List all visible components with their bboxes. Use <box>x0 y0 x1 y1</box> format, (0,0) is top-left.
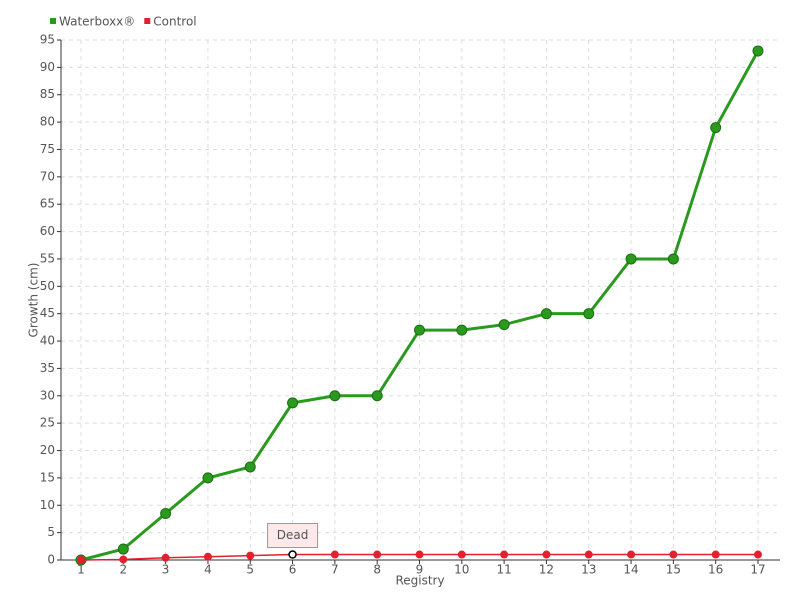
y-axis-label: Growth (cm) <box>27 263 41 338</box>
data-point <box>202 472 214 484</box>
x-tick-label: 15 <box>666 563 681 577</box>
data-point <box>244 461 256 473</box>
x-tick-label: 13 <box>581 563 596 577</box>
y-tick-label: 90 <box>40 60 55 74</box>
data-point <box>161 553 170 562</box>
y-tick-label: 80 <box>40 115 55 129</box>
x-tick-label: 9 <box>416 563 424 577</box>
y-tick-label: 0 <box>47 553 55 567</box>
data-point <box>711 550 720 559</box>
data-point <box>287 397 299 409</box>
data-point <box>246 551 255 560</box>
x-tick-label: 17 <box>750 563 765 577</box>
data-point <box>160 507 172 519</box>
x-tick-label: 1 <box>77 563 85 577</box>
data-point <box>627 550 636 559</box>
y-tick-label: 30 <box>40 388 55 402</box>
y-tick-label: 60 <box>40 224 55 238</box>
x-tick-label: 4 <box>204 563 212 577</box>
y-tick-label: 40 <box>40 334 55 348</box>
y-tick-label: 20 <box>40 443 55 457</box>
data-point <box>540 308 552 320</box>
legend-label: Waterboxx® <box>59 15 135 29</box>
y-tick-label: 10 <box>40 498 55 512</box>
data-point <box>754 550 762 559</box>
data-point <box>752 45 764 57</box>
data-point <box>456 324 468 336</box>
x-tick-label: 11 <box>496 563 511 577</box>
y-tick-label: 55 <box>40 251 55 265</box>
legend-swatch <box>144 18 151 24</box>
x-tick-label: 10 <box>454 563 469 577</box>
data-point <box>77 556 85 564</box>
data-point <box>329 390 341 402</box>
data-point <box>203 552 212 561</box>
y-tick-label: 5 <box>47 525 55 539</box>
y-tick-label: 15 <box>40 470 55 484</box>
y-tick-label: 65 <box>40 197 55 211</box>
y-tick-label: 50 <box>40 279 55 293</box>
data-point <box>373 550 382 559</box>
annotation-box <box>267 523 319 549</box>
y-tick-label: 75 <box>40 142 55 156</box>
data-point <box>669 550 678 559</box>
x-axis-label: Registry <box>395 574 444 588</box>
y-tick-label: 35 <box>40 361 55 375</box>
data-point <box>500 550 509 559</box>
data-point <box>584 550 593 559</box>
legend-label: Control <box>153 15 196 29</box>
y-tick-label: 85 <box>40 87 55 101</box>
x-tick-label: 14 <box>623 563 638 577</box>
annotation-marker <box>288 550 297 559</box>
y-tick-label: 70 <box>40 169 55 183</box>
data-point <box>625 253 637 265</box>
annotation-text: Dead <box>277 528 309 542</box>
data-point <box>117 543 129 555</box>
x-tick-label: 2 <box>119 563 127 577</box>
x-tick-label: 16 <box>708 563 723 577</box>
x-tick-label: 6 <box>289 563 297 577</box>
data-point <box>330 550 339 559</box>
y-tick-label: 25 <box>40 416 55 430</box>
data-point <box>583 308 595 320</box>
x-tick-label: 3 <box>162 563 170 577</box>
data-point <box>415 550 424 559</box>
data-point <box>457 550 466 559</box>
x-tick-label: 8 <box>373 563 381 577</box>
x-tick-label: 5 <box>246 563 254 577</box>
data-point <box>371 390 383 402</box>
legend-swatch <box>50 18 56 24</box>
data-point <box>119 555 128 564</box>
x-tick-label: 7 <box>331 563 339 577</box>
x-tick-label: 12 <box>539 563 554 577</box>
data-point <box>667 253 679 265</box>
y-tick-label: 45 <box>40 306 55 320</box>
data-point <box>542 550 551 559</box>
data-point <box>710 122 722 134</box>
y-tick-label: 95 <box>40 33 55 47</box>
data-point <box>498 319 510 331</box>
data-point <box>414 324 425 336</box>
